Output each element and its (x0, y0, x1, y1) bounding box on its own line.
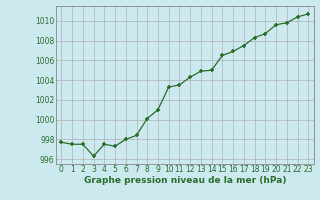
X-axis label: Graphe pression niveau de la mer (hPa): Graphe pression niveau de la mer (hPa) (84, 176, 286, 185)
